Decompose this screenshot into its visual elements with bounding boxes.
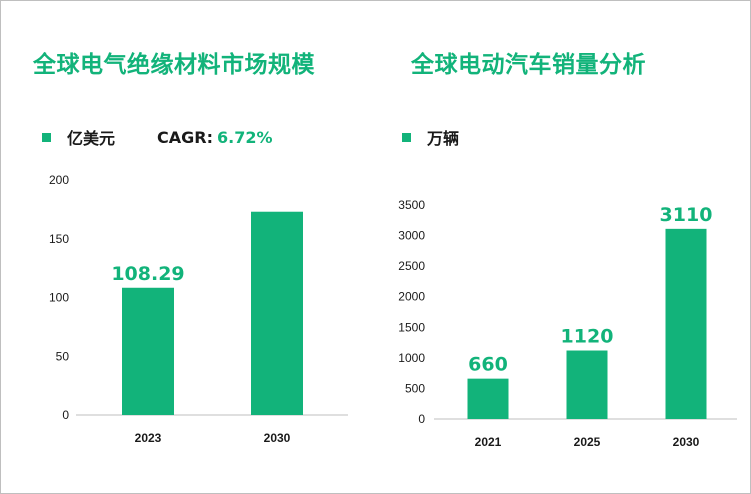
right-y-tick-label: 2500 <box>398 259 425 273</box>
right-panel-title: 全球电动汽车销量分析 <box>411 52 646 78</box>
right-category-label: 2025 <box>574 435 601 449</box>
left-y-tick-label: 150 <box>49 232 69 246</box>
right-data-label: 1120 <box>561 326 614 348</box>
right-bar <box>665 228 707 419</box>
right-y-tick-label: 500 <box>405 381 425 395</box>
right-y-tick-label: 3000 <box>398 229 425 243</box>
left-legend: 亿美元 CAGR: 6.72% <box>42 125 273 149</box>
left-legend-swatch <box>42 132 51 142</box>
right-legend-swatch <box>402 132 411 142</box>
left-y-tick-label: 50 <box>56 349 70 363</box>
right-y-tick-label: 1000 <box>398 351 425 365</box>
left-data-label: 108.29 <box>111 263 184 285</box>
right-data-label: 660 <box>468 354 508 376</box>
right-legend-label: 万辆 <box>427 129 460 148</box>
right-category-label: 2021 <box>475 435 502 449</box>
cagr-value: 6.72% <box>217 127 273 147</box>
right-legend: 万辆 <box>402 125 459 149</box>
cagr-label: CAGR: <box>157 127 213 147</box>
left-category-label: 2030 <box>264 431 291 445</box>
left-legend-label: 亿美元 <box>67 129 116 148</box>
left-y-tick-label: 100 <box>49 291 69 305</box>
right-y-tick-label: 1500 <box>398 320 425 334</box>
left-bar <box>122 287 174 415</box>
left-bar <box>251 211 303 415</box>
right-data-label: 3110 <box>660 204 713 226</box>
right-bar <box>566 350 608 419</box>
left-category-label: 2023 <box>135 431 162 445</box>
left-y-tick-label: 200 <box>49 173 69 187</box>
right-bar <box>467 378 509 419</box>
left-panel-title: 全球电气绝缘材料市场规模 <box>33 52 315 78</box>
right-y-tick-label: 0 <box>418 412 425 426</box>
right-y-tick-label: 2000 <box>398 290 425 304</box>
right-category-label: 2030 <box>673 435 700 449</box>
left-y-tick-label: 0 <box>62 408 69 422</box>
right-y-tick-label: 3500 <box>398 198 425 212</box>
